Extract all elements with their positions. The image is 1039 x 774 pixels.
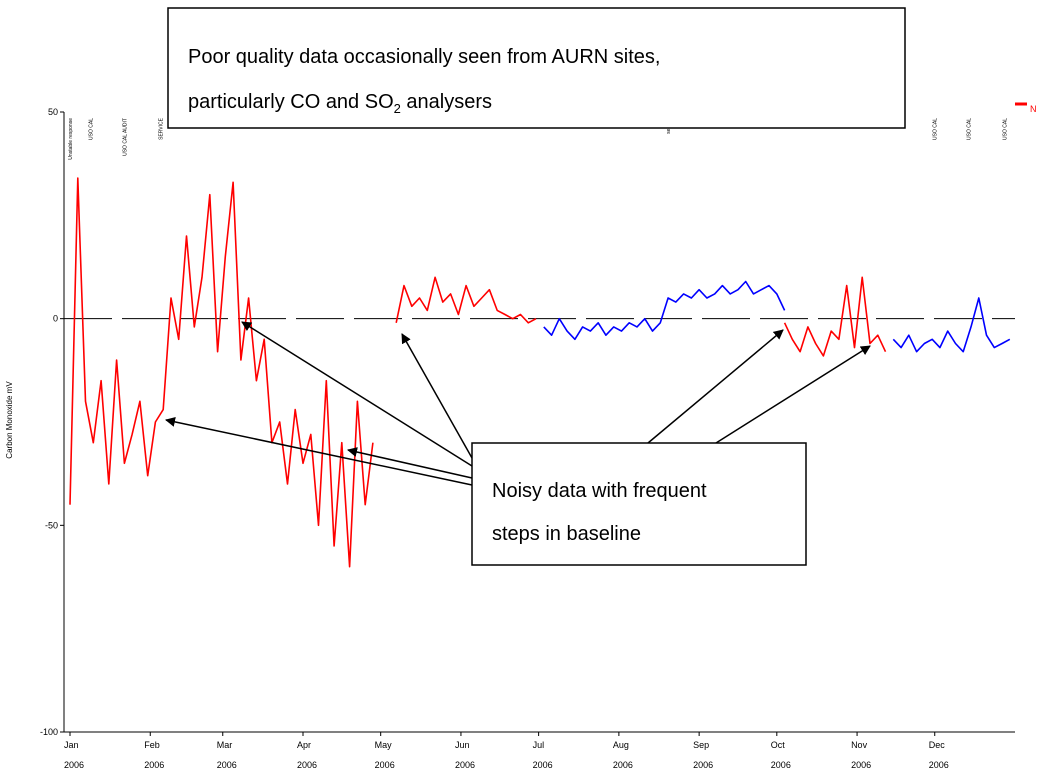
callout-box bbox=[167, 7, 906, 129]
x-tick-year: 2006 bbox=[771, 760, 791, 769]
x-tick-year: 2006 bbox=[693, 760, 713, 769]
x-tick-label: Sep bbox=[693, 740, 709, 750]
callout-text: Noisy data with frequent bbox=[492, 480, 707, 502]
event-label: USO CAL bbox=[933, 118, 939, 140]
x-tick-year: 2006 bbox=[64, 760, 84, 769]
y-axis-label: Carbon Monoxide mV bbox=[5, 381, 14, 459]
x-tick-label: Apr bbox=[297, 740, 311, 750]
x-tick-year: 2006 bbox=[929, 760, 949, 769]
callout-subscript: 2 bbox=[394, 101, 401, 116]
callout-text: Poor quality data occasionally seen from… bbox=[188, 46, 660, 68]
x-tick-label: Mar bbox=[217, 740, 233, 750]
series-line bbox=[543, 280, 1011, 353]
x-tick-label: May bbox=[375, 740, 393, 750]
x-tick-label: Nov bbox=[851, 740, 868, 750]
event-label: USO CAL bbox=[89, 118, 95, 140]
legend-label: N bbox=[1030, 104, 1037, 114]
callout-text: steps in baseline bbox=[492, 523, 641, 545]
x-tick-year: 2006 bbox=[297, 760, 317, 769]
x-tick-label: Dec bbox=[929, 740, 946, 750]
event-label: USO CAL bbox=[1003, 118, 1009, 140]
callout-text: analysers bbox=[401, 91, 492, 113]
callout-box bbox=[471, 442, 807, 566]
y-tick-label: -100 bbox=[40, 727, 58, 737]
event-label: SERVICE bbox=[159, 117, 165, 140]
x-tick-year: 2006 bbox=[613, 760, 633, 769]
x-tick-year: 2006 bbox=[455, 760, 475, 769]
y-tick-label: -50 bbox=[45, 520, 58, 530]
x-tick-year: 2006 bbox=[533, 760, 553, 769]
x-tick-label: Jul bbox=[533, 740, 545, 750]
y-tick-label: 50 bbox=[48, 107, 58, 117]
arrows bbox=[165, 321, 871, 486]
x-tick-year: 2006 bbox=[217, 760, 237, 769]
arrow bbox=[715, 345, 871, 444]
arrow bbox=[241, 321, 473, 467]
annotations: Poor quality data occasionally seen from… bbox=[165, 7, 906, 566]
event-label: USO CAL AUDIT bbox=[122, 118, 128, 156]
x-tick-year: 2006 bbox=[144, 760, 164, 769]
event-label: Unstable response bbox=[68, 118, 74, 160]
arrow bbox=[401, 333, 473, 459]
arrow bbox=[165, 416, 473, 486]
x-tick-label: Jan bbox=[64, 740, 79, 750]
x-tick-year: 2006 bbox=[375, 760, 395, 769]
arrow bbox=[647, 329, 784, 444]
x-tick-label: Jun bbox=[455, 740, 470, 750]
arrow bbox=[347, 447, 473, 479]
x-tick-label: Aug bbox=[613, 740, 629, 750]
x-tick-label: Feb bbox=[144, 740, 160, 750]
y-tick-label: 0 bbox=[53, 314, 58, 324]
x-tick-year: 2006 bbox=[851, 760, 871, 769]
plot: -100 -50 0 50 Jan 2006 Feb 2006 Mar 2006 Apr 2006 Ma… bbox=[40, 102, 1037, 770]
event-label: USO CAL bbox=[966, 118, 972, 140]
callout-text: particularly CO and SO bbox=[188, 91, 394, 113]
callout-text: particularly CO and SO2 analysers bbox=[188, 91, 492, 116]
x-tick-label: Oct bbox=[771, 740, 786, 750]
